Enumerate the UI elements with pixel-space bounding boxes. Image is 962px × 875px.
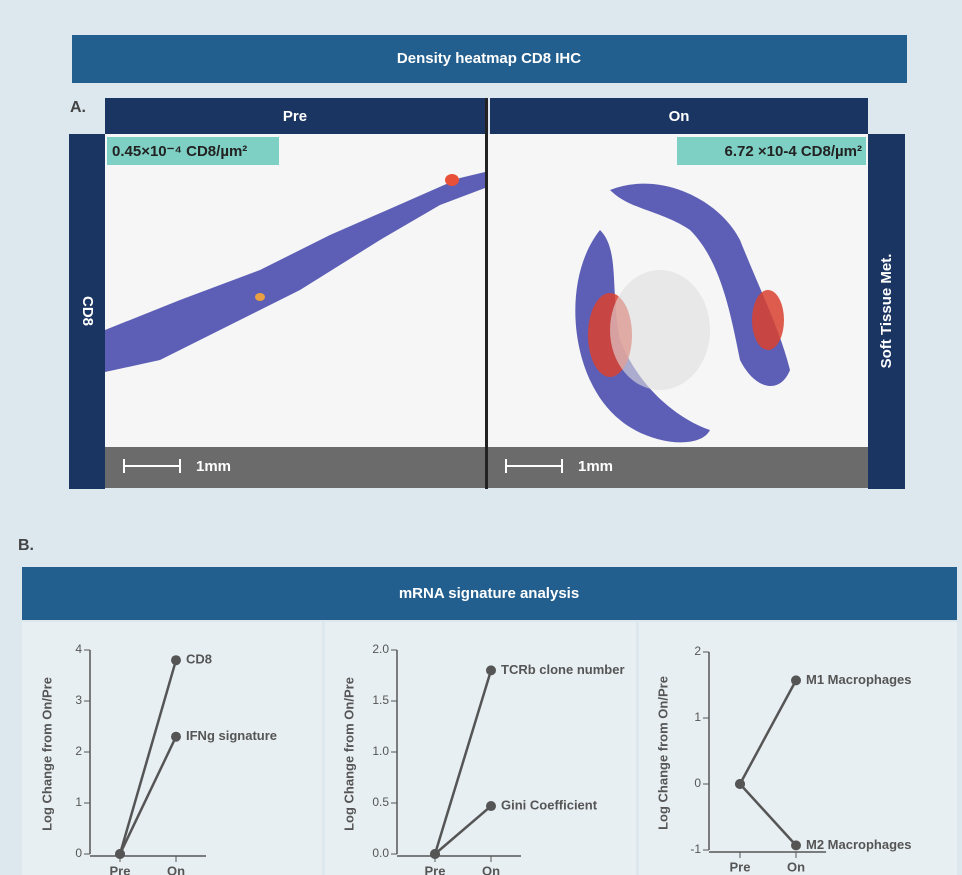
density-label: 0.45×10⁻⁴ CD8/µm² xyxy=(112,143,247,160)
data-point xyxy=(486,801,496,811)
scale-label: 1mm xyxy=(196,458,231,475)
page: Density heatmap CD8 IHC A. Pre On CD8 So… xyxy=(0,0,962,875)
y-axis-label: Log Change from On/Pre xyxy=(341,677,356,831)
y-axis-label: Log Change from On/Pre xyxy=(655,676,670,830)
data-point xyxy=(430,849,440,859)
section-title: mRNA signature analysis xyxy=(399,585,579,602)
data-point xyxy=(171,732,181,742)
series-label: M1 Macrophages xyxy=(806,672,911,687)
y-tick-label: -1 xyxy=(690,842,701,856)
y-tick-label: 3 xyxy=(75,693,82,707)
data-point xyxy=(791,840,801,850)
data-point xyxy=(171,655,181,665)
y-tick-label: 1.0 xyxy=(372,744,389,758)
scale-strip xyxy=(105,447,485,488)
side-label: Soft Tissue Met. xyxy=(878,254,895,369)
column-title: Pre xyxy=(283,108,307,125)
scale-strip xyxy=(488,447,868,488)
y-tick-label: 2 xyxy=(75,744,82,758)
hotspot xyxy=(752,290,784,350)
row-label: CD8 xyxy=(79,296,96,326)
x-tick-label: Pre xyxy=(730,859,751,874)
series-label: CD8 xyxy=(186,652,212,667)
y-tick-label: 2.0 xyxy=(372,642,389,656)
y-tick-label: 1.5 xyxy=(372,693,389,707)
background-tissue xyxy=(610,270,710,390)
y-tick-label: 0.0 xyxy=(372,846,389,860)
panel-label: B. xyxy=(18,537,34,554)
x-tick-label: On xyxy=(167,863,185,875)
y-tick-label: 0.5 xyxy=(372,795,389,809)
series-label: IFNg signature xyxy=(186,728,277,743)
hotspot xyxy=(445,174,459,186)
x-tick-label: On xyxy=(482,863,500,875)
y-tick-label: 4 xyxy=(75,642,82,656)
y-axis-label: Log Change from On/Pre xyxy=(39,677,54,831)
data-point xyxy=(791,675,801,685)
y-tick-label: 0 xyxy=(694,776,701,790)
x-tick-label: On xyxy=(787,859,805,874)
y-tick-label: 1 xyxy=(75,795,82,809)
data-point xyxy=(735,779,745,789)
y-tick-label: 0 xyxy=(75,846,82,860)
data-point xyxy=(115,849,125,859)
column-title: On xyxy=(669,108,690,125)
figure: Density heatmap CD8 IHC A. Pre On CD8 So… xyxy=(0,0,962,875)
scale-label: 1mm xyxy=(578,458,613,475)
series-label: TCRb clone number xyxy=(501,662,625,677)
density-label: 6.72 ×10-4 CD8/µm² xyxy=(725,143,862,160)
y-tick-label: 2 xyxy=(694,644,701,658)
header-title: Density heatmap CD8 IHC xyxy=(397,50,581,67)
data-point xyxy=(486,665,496,675)
x-tick-label: Pre xyxy=(425,863,446,875)
panel-label: A. xyxy=(70,99,86,116)
y-tick-label: 1 xyxy=(694,710,701,724)
hotspot xyxy=(255,293,265,301)
series-label: Gini Coefficient xyxy=(501,797,598,812)
series-label: M2 Macrophages xyxy=(806,837,911,852)
x-tick-label: Pre xyxy=(110,863,131,875)
